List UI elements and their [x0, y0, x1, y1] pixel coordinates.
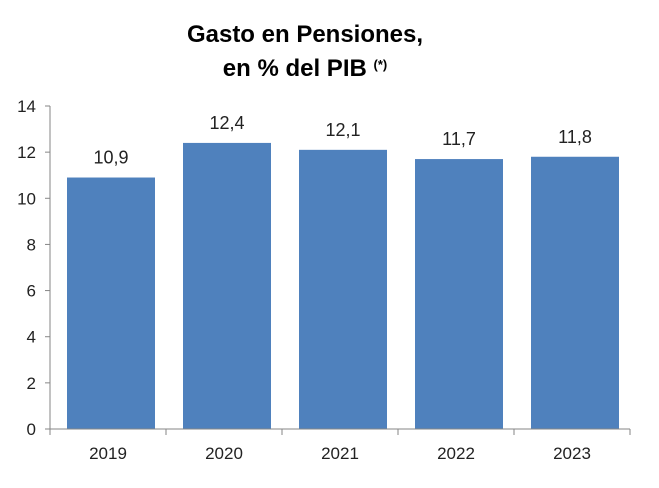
title-line-1: Gasto en Pensiones, [186, 21, 424, 48]
y-tick-label-8: 8 [27, 235, 36, 254]
y-tick-label-12: 12 [17, 143, 36, 162]
data-label-2019: 10,9 [93, 148, 128, 168]
data-label-2023: 11,8 [558, 127, 592, 147]
x-tick-label-2022: 2022 [437, 444, 475, 463]
chart-title: Gasto en Pensiones, en % del PIB (*) [0, 18, 610, 86]
x-tick-label-2021: 2021 [321, 444, 359, 463]
y-tick-label-2: 2 [27, 374, 36, 393]
y-tick-label-6: 6 [27, 282, 36, 301]
data-label-2022: 11,7 [442, 129, 476, 149]
data-label-2020: 12,4 [209, 113, 244, 133]
bar-2019 [67, 177, 155, 429]
data-label-2021: 12,1 [325, 120, 360, 140]
y-tick-label-0: 0 [27, 420, 36, 439]
y-tick-label-10: 10 [17, 189, 36, 208]
x-tick-label-2023: 2023 [553, 444, 591, 463]
bar-2023 [531, 156, 619, 429]
bar-2021 [299, 149, 387, 430]
x-tick-label-2019: 2019 [89, 444, 127, 463]
title-note: (*) [373, 57, 388, 72]
bar-2020 [183, 142, 271, 429]
title-line-2: en % del PIB [222, 55, 367, 82]
y-tick-label-14: 14 [17, 97, 36, 116]
x-tick-label-2020: 2020 [205, 444, 243, 463]
y-tick-label-4: 4 [27, 328, 36, 347]
bar-2022 [415, 159, 503, 430]
